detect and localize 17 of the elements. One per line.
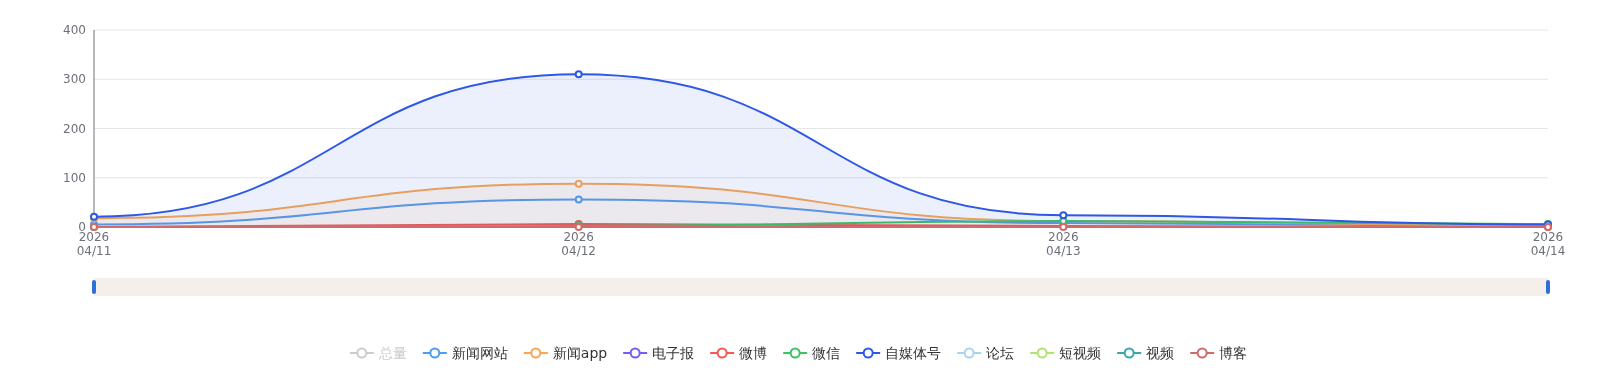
y-tick-label: 200	[63, 121, 86, 136]
legend-label: 微信	[812, 345, 841, 361]
legend-label: 视频	[1146, 345, 1175, 361]
legend-label: 新闻网站	[451, 345, 508, 361]
y-tick-label: 300	[63, 72, 86, 87]
x-tick-label: 2026 04/12	[561, 230, 596, 258]
y-tick-label: 400	[63, 23, 86, 37]
legend-label: 论坛	[986, 345, 1015, 361]
legend-label: 短视频	[1059, 345, 1102, 361]
legend-label: 新闻app	[552, 345, 608, 361]
legend-label: 博客	[1219, 345, 1248, 361]
x-tick-label: 2026 04/13	[1046, 230, 1081, 258]
legend-label: 微博	[739, 345, 768, 361]
x-tick-label: 2026 04/14	[1530, 230, 1566, 258]
legend-label: 电子报	[652, 345, 695, 361]
y-tick-label: 100	[63, 170, 86, 185]
legend-label: 自媒体号	[885, 345, 942, 361]
